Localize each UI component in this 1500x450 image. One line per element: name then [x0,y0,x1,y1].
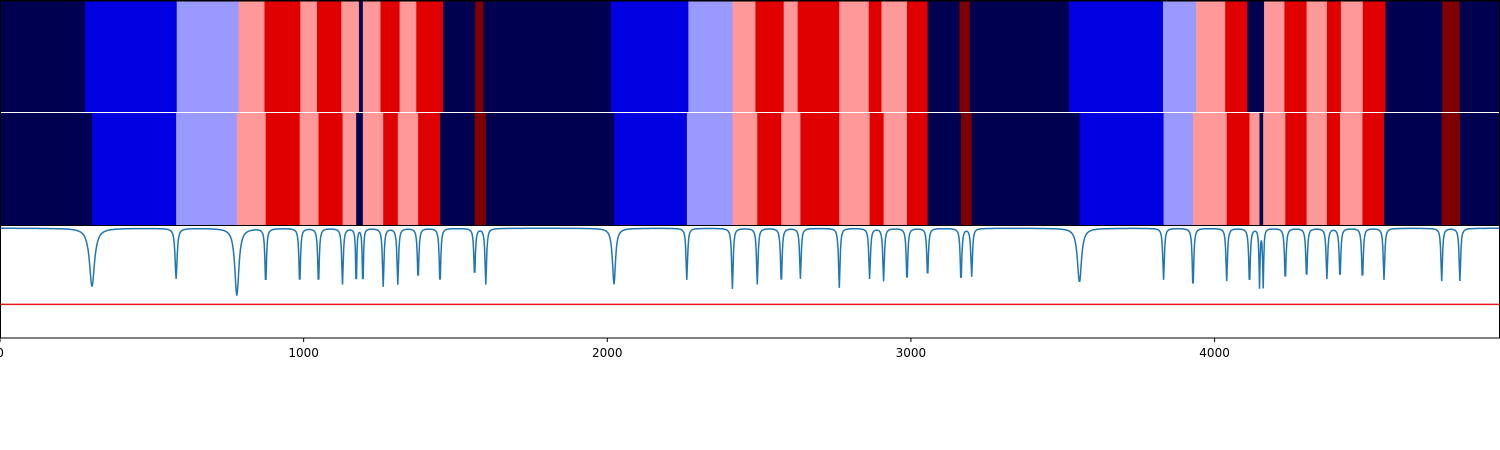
heatmap-cell-r1-42 [1441,112,1461,225]
heatmap-cell-r1-28 [971,112,1080,225]
heatmap-cell-r0-17 [688,0,733,113]
heatmap-cell-r1-34 [1259,112,1264,225]
heatmap-cell-r1-0 [0,112,93,225]
heatmap-cell-r1-23 [869,112,885,225]
heatmap-cell-r0-1 [85,0,178,113]
heatmap-cell-r0-6 [317,0,342,113]
curve-panel [0,227,1500,306]
heatmap-cell-r1-17 [686,112,733,225]
signal-curve [0,227,1500,296]
x-axis: 0 1000 2000 3000 4000 [0,338,1230,360]
heatmap-cell-r0-27 [959,0,971,113]
heatmap-cell-r0-26 [927,0,960,113]
heatmap-cell-r0-20 [783,0,799,113]
heatmap-cell-r1-33 [1249,112,1260,225]
heatmap-cell-r1-1 [92,112,177,225]
x-tick-label-0: 0 [0,346,4,360]
heatmap-cell-r1-12 [418,112,441,225]
heatmap-cell-r0-40 [1385,0,1443,113]
heatmap-cell-r1-37 [1306,112,1328,225]
heatmap-cell-r0-10 [380,0,400,113]
heatmap-cell-r0-39 [1362,0,1386,113]
heatmap-cell-r1-39 [1339,112,1363,225]
heatmap-cell-r1-5 [299,112,319,225]
heatmap-cell-r0-3 [238,0,265,113]
heatmap-cell-r1-18 [732,112,758,225]
heatmap-cell-r1-2 [176,112,238,225]
heatmap-cell-r0-2 [176,0,240,113]
heatmap-cell-r1-32 [1226,112,1250,225]
heatmap-cell-r0-11 [399,0,417,113]
heatmap-cell-r0-12 [416,0,444,113]
heatmap-cell-r0-31 [1196,0,1226,113]
heatmap-cell-r0-13 [443,0,476,113]
heatmap-cell-r1-43 [1459,112,1500,225]
heatmap-cell-r1-26 [927,112,962,225]
heatmap-cell-r1-25 [906,112,929,225]
x-tick-label-4000: 4000 [1199,346,1230,360]
heatmap-cell-r1-35 [1263,112,1286,225]
heatmap-row-0 [0,0,1500,113]
heatmap-cell-r0-7 [341,0,360,113]
heatmap-cell-r1-36 [1285,112,1307,225]
heatmap-cell-r1-21 [800,112,840,225]
heatmap-cell-r0-32 [1225,0,1248,113]
heatmap-row-1 [0,112,1500,225]
heatmap-cell-r1-10 [383,112,399,225]
heatmap-cell-r1-22 [839,112,871,225]
heatmap-cell-r1-11 [397,112,419,225]
heatmap-cell-r1-15 [485,112,615,225]
heatmap-cell-r0-29 [1068,0,1164,113]
heatmap-cell-r0-33 [1247,0,1265,113]
heatmap-cell-r1-19 [757,112,782,225]
heatmap-cell-r0-34 [1264,0,1285,113]
heatmap-cell-r1-13 [439,112,475,225]
heatmap-cell-r0-22 [839,0,870,113]
heatmap-cell-r0-38 [1340,0,1364,113]
heatmap-cell-r1-3 [236,112,267,225]
heatmap-cell-r0-37 [1326,0,1342,113]
heatmap-cell-r0-18 [732,0,756,113]
heatmap-cell-r0-42 [1459,0,1500,113]
heatmap-cell-r1-20 [781,112,801,225]
heatmap-cell-r1-30 [1163,112,1194,225]
heatmap-cell-r1-16 [613,112,688,225]
heatmap-cell-r1-40 [1362,112,1385,225]
heatmap-cell-r0-16 [610,0,689,113]
heatmap-cell-r1-14 [474,112,487,225]
x-tick-label-3000: 3000 [896,346,927,360]
heatmap-cell-r1-8 [356,112,364,225]
heatmap-cell-r0-9 [362,0,381,113]
heatmap-cell-r0-0 [0,0,86,113]
heatmap-cell-r0-41 [1442,0,1461,113]
heatmap-cell-r1-31 [1193,112,1228,225]
heatmap-cell-r1-29 [1079,112,1164,225]
heatmap-cell-r1-6 [318,112,343,225]
heatmap-cell-r1-7 [342,112,357,225]
heatmap-cell-r0-21 [797,0,840,113]
heatmap-cell-r0-30 [1162,0,1197,113]
heatmap-cell-r0-14 [475,0,484,113]
heatmap-cell-r1-27 [961,112,973,225]
heatmap-cell-r1-24 [883,112,908,225]
heatmap-cell-r0-19 [755,0,785,113]
heatmap-cell-r0-25 [906,0,929,113]
heatmap-cell-r0-35 [1284,0,1307,113]
heatmap-cell-r0-4 [264,0,301,113]
heatmap-cell-r0-5 [300,0,318,113]
heatmap-cell-r1-9 [362,112,384,225]
heatmap-cell-r1-38 [1326,112,1341,225]
x-tick-label-1000: 1000 [288,346,319,360]
heatmap-cell-r0-23 [868,0,882,113]
heatmap-cell-r0-24 [881,0,908,113]
heatmap-cell-r0-15 [483,0,612,113]
heatmap-cell-r0-28 [969,0,1070,113]
heatmap-cell-r0-36 [1306,0,1328,113]
heatmap-cell-r1-4 [265,112,301,225]
x-tick-label-2000: 2000 [592,346,623,360]
heatmap-cell-r1-41 [1384,112,1443,225]
heatmap-cell-r0-8 [358,0,364,113]
